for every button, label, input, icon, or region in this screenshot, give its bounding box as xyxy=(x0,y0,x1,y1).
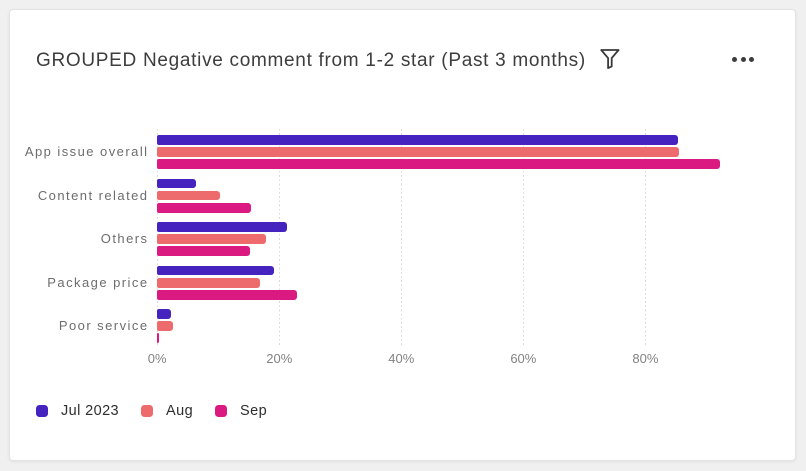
bar-sep-app-issue-overall[interactable] xyxy=(157,159,721,170)
bar-chart: 0% 20% 40% 60% 80% App issue overall Content r… xyxy=(10,10,795,460)
legend-item-sep[interactable]: Sep xyxy=(215,403,267,419)
category-label: Others xyxy=(100,231,149,247)
bar-aug-app-issue-overall[interactable] xyxy=(157,147,679,157)
category-label: Content related xyxy=(37,187,149,203)
funnel-icon xyxy=(598,47,622,71)
x-tick-label: 0% xyxy=(147,351,167,366)
legend-item-jul-2023[interactable]: Jul 2023 xyxy=(36,403,119,419)
bar-jul-2023-app-issue-overall[interactable] xyxy=(157,135,678,145)
x-tick-label: 40% xyxy=(388,351,415,366)
bar-jul-2023-others[interactable] xyxy=(157,222,287,232)
ellipsis-icon xyxy=(732,57,738,62)
legend-label: Aug xyxy=(166,403,194,419)
bar-aug-package-price[interactable] xyxy=(157,277,261,288)
x-tick-label: 60% xyxy=(510,351,537,366)
options-menu-button[interactable] xyxy=(732,49,754,71)
widget-header: GROUPED Negative comment from 1-2 star (… xyxy=(36,49,769,73)
gridline-60% xyxy=(523,129,525,347)
bar-aug-content-related[interactable] xyxy=(157,190,221,201)
bar-aug-poor-service[interactable] xyxy=(157,321,174,332)
gridline-40% xyxy=(401,129,403,347)
x-tick-label: 80% xyxy=(632,351,659,366)
legend-swatch-icon xyxy=(141,405,154,417)
gridline-80% xyxy=(645,129,647,347)
legend-label: Sep xyxy=(240,403,268,419)
category-label: Package price xyxy=(47,274,149,290)
category-label: App issue overall xyxy=(24,144,149,160)
widget-title: GROUPED Negative comment from 1-2 star (… xyxy=(36,49,586,71)
chart-legend: Jul 2023 Aug Sep xyxy=(36,403,267,419)
bar-sep-others[interactable] xyxy=(157,246,250,257)
chart-widget-card: GROUPED Negative comment from 1-2 star (… xyxy=(9,9,796,461)
category-label: Poor service xyxy=(58,318,149,334)
legend-label: Jul 2023 xyxy=(61,403,120,419)
bar-sep-poor-service[interactable] xyxy=(157,333,160,344)
bar-jul-2023-package-price[interactable] xyxy=(157,265,274,276)
ellipsis-icon xyxy=(740,57,746,62)
bar-sep-content-related[interactable] xyxy=(157,202,251,213)
gridline-20% xyxy=(279,129,281,347)
bar-aug-others[interactable] xyxy=(157,234,266,245)
ellipsis-icon xyxy=(749,57,754,62)
legend-item-aug[interactable]: Aug xyxy=(141,403,193,419)
filter-button[interactable] xyxy=(598,47,622,71)
bar-jul-2023-content-related[interactable] xyxy=(157,178,196,189)
bar-sep-package-price[interactable] xyxy=(157,289,297,300)
legend-swatch-icon xyxy=(36,405,48,417)
x-tick-label: 20% xyxy=(266,351,293,366)
bar-jul-2023-poor-service[interactable] xyxy=(157,309,171,319)
card-content: GROUPED Negative comment from 1-2 star (… xyxy=(10,10,795,460)
legend-swatch-icon xyxy=(215,405,228,417)
